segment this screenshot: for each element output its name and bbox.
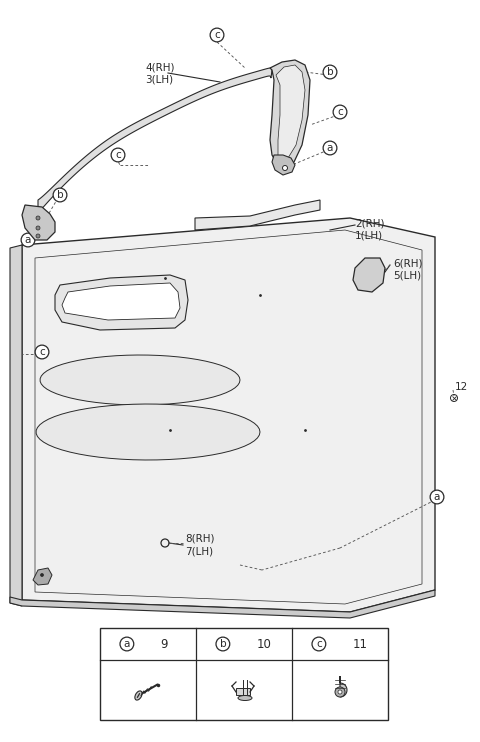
Circle shape — [36, 226, 40, 230]
Polygon shape — [270, 60, 310, 168]
Text: 11: 11 — [352, 637, 368, 651]
Text: a: a — [124, 639, 130, 649]
Polygon shape — [276, 65, 305, 160]
Text: 4(RH)
3(LH): 4(RH) 3(LH) — [145, 62, 175, 85]
Text: 10: 10 — [256, 637, 271, 651]
Polygon shape — [36, 404, 260, 460]
Text: b: b — [327, 67, 333, 77]
Polygon shape — [340, 676, 347, 697]
Circle shape — [335, 687, 345, 697]
Text: c: c — [214, 30, 220, 40]
Text: 12: 12 — [455, 382, 468, 392]
Circle shape — [36, 234, 40, 238]
Polygon shape — [272, 155, 295, 175]
Text: c: c — [39, 347, 45, 357]
Text: c: c — [316, 639, 322, 649]
Polygon shape — [353, 258, 385, 292]
Text: c: c — [337, 107, 343, 117]
Polygon shape — [22, 205, 55, 240]
Polygon shape — [10, 590, 435, 618]
Ellipse shape — [238, 695, 252, 700]
Polygon shape — [33, 568, 52, 585]
Polygon shape — [55, 275, 188, 330]
Polygon shape — [38, 68, 272, 213]
Text: a: a — [25, 235, 31, 245]
Text: a: a — [434, 492, 440, 502]
Polygon shape — [62, 283, 180, 320]
Bar — [100, 628, 388, 720]
Text: a: a — [327, 143, 333, 153]
Polygon shape — [37, 72, 273, 209]
Text: 6(RH)
5(LH): 6(RH) 5(LH) — [393, 258, 422, 280]
Circle shape — [36, 216, 40, 220]
Ellipse shape — [135, 691, 142, 700]
Bar — [236, 688, 250, 695]
Polygon shape — [195, 200, 320, 230]
Circle shape — [40, 574, 44, 577]
Circle shape — [338, 690, 342, 694]
Text: c: c — [39, 215, 45, 225]
Polygon shape — [22, 218, 435, 612]
Text: 2(RH)
1(LH): 2(RH) 1(LH) — [355, 218, 384, 240]
Text: c: c — [115, 150, 121, 160]
Polygon shape — [40, 355, 240, 405]
Circle shape — [283, 165, 288, 171]
Text: b: b — [57, 190, 63, 200]
Text: b: b — [219, 639, 226, 649]
Polygon shape — [10, 245, 22, 606]
Text: 9: 9 — [160, 637, 168, 651]
Text: 8(RH)
7(LH): 8(RH) 7(LH) — [185, 533, 215, 556]
